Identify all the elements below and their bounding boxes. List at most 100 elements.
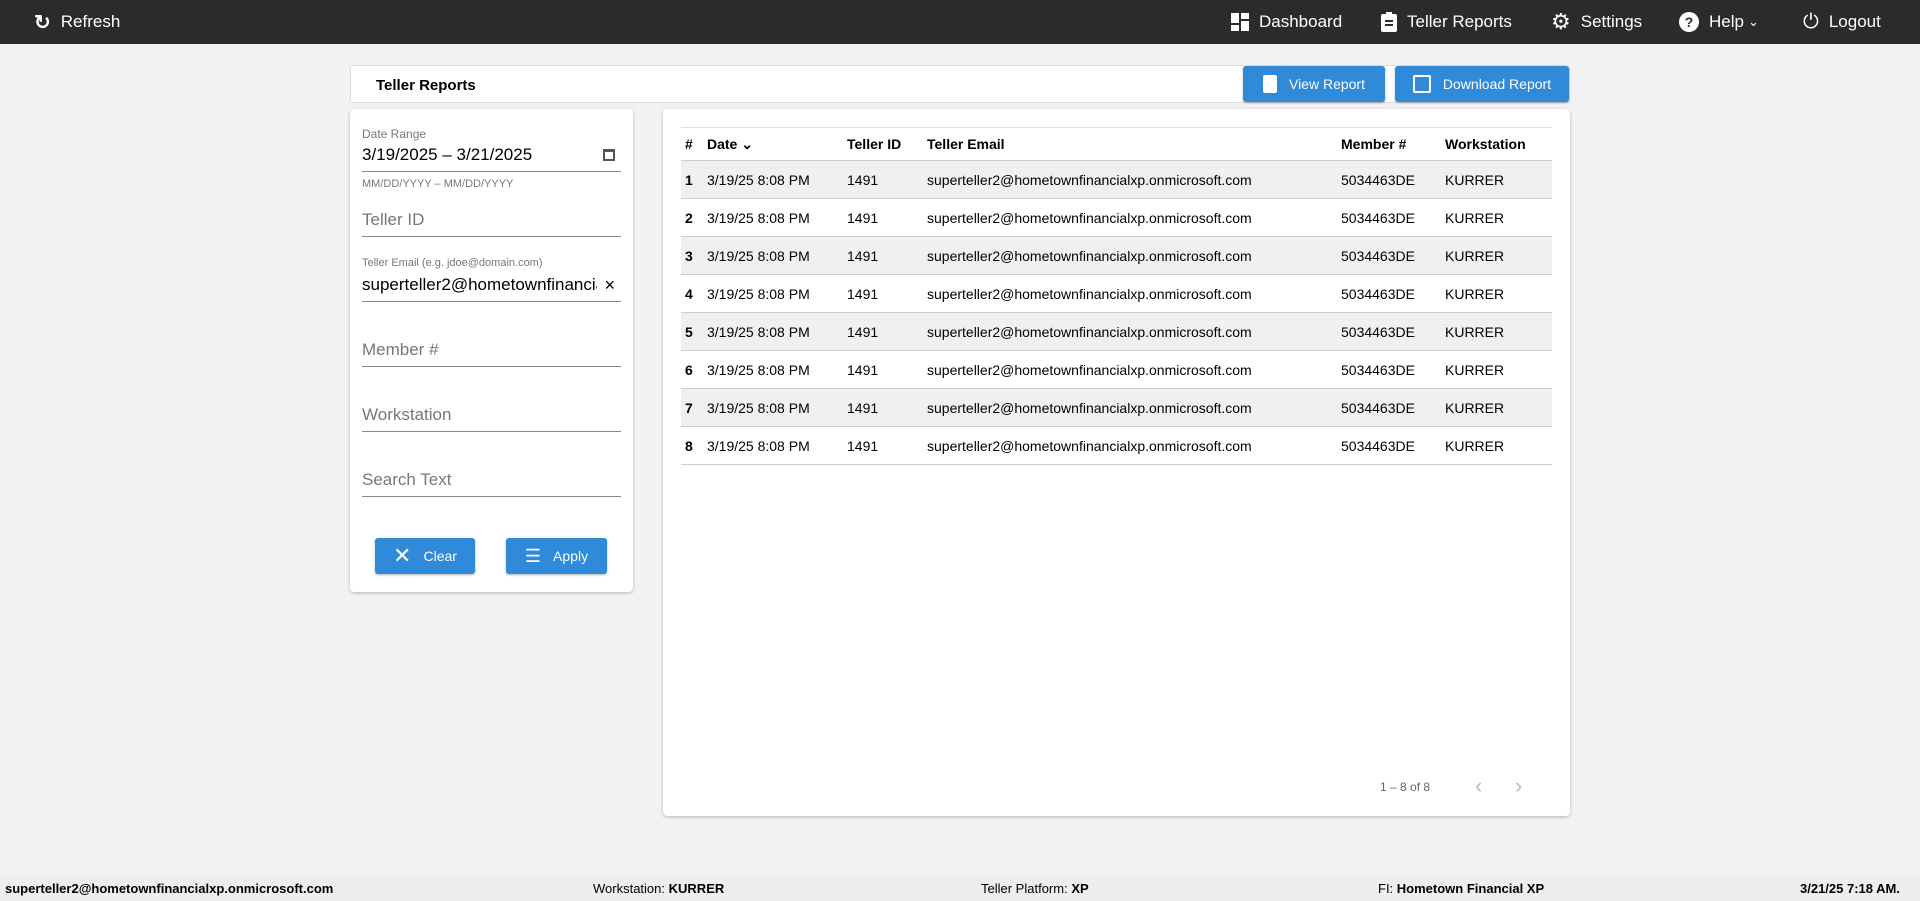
- table-cell: KURRER: [1441, 236, 1552, 275]
- calendar-icon[interactable]: [603, 149, 615, 161]
- column-header: Teller ID: [843, 127, 923, 161]
- footer-workstation-block: Workstation: KURRER: [593, 881, 724, 896]
- dashboard-icon: [1231, 13, 1249, 31]
- table-cell: superteller2@hometownfinancialxp.onmicro…: [923, 312, 1337, 351]
- table-cell: superteller2@hometownfinancialxp.onmicro…: [923, 274, 1337, 313]
- nav-settings[interactable]: ⚙ Settings: [1551, 0, 1642, 44]
- date-range-value: 3/19/2025 – 3/21/2025: [362, 145, 533, 164]
- results-table: # Date ⌄ Teller ID Teller Email Member # Work…: [681, 127, 1552, 465]
- footer-platform: XP: [1071, 881, 1089, 896]
- table-cell: 3/19/25 8:08 PM: [703, 350, 843, 389]
- table-cell: KURRER: [1441, 160, 1552, 199]
- search-text-input[interactable]: Search Text: [362, 470, 621, 497]
- refresh-icon: ↻: [34, 11, 51, 34]
- clear-button[interactable]: ✕ Clear: [375, 538, 475, 574]
- table-cell: 1491: [843, 160, 923, 199]
- column-header: Workstation: [1441, 127, 1552, 161]
- table-row[interactable]: 2 3/19/25 8:08 PM 1491 superteller2@hometow…: [681, 198, 1552, 237]
- teller-email-value: superteller2@hometownfinancialxp.onmicro…: [362, 275, 597, 294]
- column-header-label: Member #: [1341, 136, 1407, 152]
- power-icon: ⏻: [1803, 10, 1819, 33]
- nav-teller-reports[interactable]: Teller Reports: [1381, 0, 1512, 44]
- table-cell: 5034463DE: [1337, 312, 1441, 351]
- table-cell: 3/19/25 8:08 PM: [703, 236, 843, 275]
- clipboard-icon: [1262, 75, 1277, 93]
- footer-fi-label: FI:: [1378, 881, 1394, 896]
- table-row[interactable]: 4 3/19/25 8:08 PM 1491 superteller2@hometow…: [681, 274, 1552, 313]
- sort-desc-icon[interactable]: ⌄: [737, 135, 753, 152]
- prev-page-icon[interactable]: ‹: [1475, 773, 1483, 798]
- table-cell: KURRER: [1441, 312, 1552, 351]
- table-cell: 1491: [843, 236, 923, 275]
- table-cell: superteller2@hometownfinancialxp.onmicro…: [923, 198, 1337, 237]
- table-cell: superteller2@hometownfinancialxp.onmicro…: [923, 160, 1337, 199]
- table-cell: KURRER: [1441, 274, 1552, 313]
- paginator-range: 1 – 8 of 8: [1380, 780, 1431, 794]
- table-cell: 5034463DE: [1337, 236, 1441, 275]
- table-row[interactable]: 8 3/19/25 8:08 PM 1491 superteller2@hometow…: [681, 426, 1552, 465]
- table-cell: superteller2@hometownfinancialxp.onmicro…: [923, 236, 1337, 275]
- apply-button[interactable]: ☰ Apply: [506, 538, 607, 574]
- refresh-button[interactable]: ↻ Refresh: [34, 0, 120, 44]
- column-header: Member #: [1337, 127, 1441, 161]
- clipboard-icon: [1381, 12, 1397, 32]
- nav-help[interactable]: ? Help ⌄: [1679, 0, 1759, 44]
- table-cell: 3/19/25 8:08 PM: [703, 388, 843, 427]
- clear-label: Clear: [423, 548, 457, 564]
- column-header-label: Date: [707, 135, 738, 152]
- top-nav: ↻ Refresh Dashboard Teller Reports ⚙ Setti…: [0, 0, 1920, 44]
- teller-email-label: Teller Email (e.g. jdoe@domain.com): [362, 257, 543, 269]
- date-format-hint: MM/DD/YYYY – MM/DD/YYYY: [362, 178, 514, 190]
- table-cell: 7: [681, 388, 703, 427]
- table-cell: 1491: [843, 312, 923, 351]
- footer-workstation-label: Workstation:: [593, 881, 666, 896]
- download-report-label: Download Report: [1442, 76, 1552, 92]
- table-row[interactable]: 3 3/19/25 8:08 PM 1491 superteller2@hometow…: [681, 236, 1552, 275]
- footer-workstation: KURRER: [668, 881, 725, 896]
- table-row[interactable]: 5 3/19/25 8:08 PM 1491 superteller2@hometow…: [681, 312, 1552, 351]
- table-cell: 5034463DE: [1337, 426, 1441, 465]
- table-cell: KURRER: [1441, 350, 1552, 389]
- next-page-icon[interactable]: ›: [1515, 773, 1523, 798]
- teller-id-placeholder: Teller ID: [362, 210, 425, 229]
- clear-input-icon[interactable]: ×: [604, 275, 615, 295]
- table-cell: 3/19/25 8:08 PM: [703, 426, 843, 465]
- table-cell: KURRER: [1441, 426, 1552, 465]
- table-cell: 6: [681, 350, 703, 389]
- table-row[interactable]: 6 3/19/25 8:08 PM 1491 superteller2@hometow…: [681, 350, 1552, 389]
- column-header-label: Teller ID: [847, 136, 902, 152]
- table-cell: 8: [681, 426, 703, 465]
- column-header[interactable]: Date ⌄: [703, 127, 843, 161]
- table-cell: 5034463DE: [1337, 160, 1441, 199]
- filter-panel: Date Range 3/19/2025 – 3/21/2025 MM/DD/Y…: [350, 109, 633, 592]
- logout-label: Logout: [1828, 12, 1881, 31]
- nav-logout[interactable]: ⏻ Logout: [1803, 0, 1881, 44]
- footer-fi: Hometown Financial XP: [1396, 881, 1545, 896]
- chevron-down-icon: ⌄: [1747, 14, 1759, 29]
- teller-id-input[interactable]: Teller ID: [362, 210, 621, 237]
- member-input[interactable]: Member #: [362, 340, 621, 367]
- teller-reports-label: Teller Reports: [1407, 12, 1512, 31]
- table-cell: 1: [681, 160, 703, 199]
- table-cell: 5: [681, 312, 703, 351]
- table-cell: 3: [681, 236, 703, 275]
- workstation-input[interactable]: Workstation: [362, 405, 621, 432]
- date-range-input[interactable]: 3/19/2025 – 3/21/2025: [362, 145, 621, 172]
- download-report-button[interactable]: Download Report: [1395, 66, 1569, 102]
- table-cell: 3/19/25 8:08 PM: [703, 312, 843, 351]
- table-cell: 3/19/25 8:08 PM: [703, 198, 843, 237]
- date-range-label: Date Range: [362, 127, 427, 141]
- table-cell: 1491: [843, 350, 923, 389]
- table-cell: superteller2@hometownfinancialxp.onmicro…: [923, 426, 1337, 465]
- table-row[interactable]: 1 3/19/25 8:08 PM 1491 superteller2@hometow…: [681, 160, 1552, 199]
- table-cell: 5034463DE: [1337, 350, 1441, 389]
- table-cell: 1491: [843, 426, 923, 465]
- table-row[interactable]: 7 3/19/25 8:08 PM 1491 superteller2@hometow…: [681, 388, 1552, 427]
- table-cell: KURRER: [1441, 388, 1552, 427]
- table-cell: superteller2@hometownfinancialxp.onmicro…: [923, 350, 1337, 389]
- teller-email-input[interactable]: superteller2@hometownfinancialxp.onmicro…: [362, 275, 621, 302]
- view-report-button[interactable]: View Report: [1243, 66, 1385, 102]
- footer-platform-block: Teller Platform: XP: [981, 881, 1089, 896]
- nav-dashboard[interactable]: Dashboard: [1231, 0, 1342, 44]
- apply-label: Apply: [553, 548, 589, 564]
